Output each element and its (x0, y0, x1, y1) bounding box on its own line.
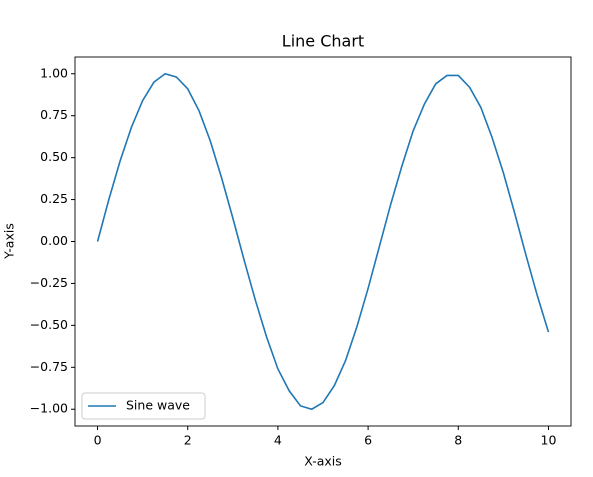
x-tick-label: 4 (274, 433, 282, 448)
y-tick-label: 1.00 (40, 65, 68, 80)
x-tick-label: 6 (364, 433, 372, 448)
x-axis-label: X-axis (304, 454, 342, 469)
y-tick-label: 0.50 (40, 149, 68, 164)
y-tick-label: −0.25 (30, 275, 68, 290)
y-tick-label: 0.00 (40, 233, 68, 248)
y-tick-label: 0.75 (40, 107, 68, 122)
plot-frame (74, 56, 572, 427)
y-axis-label: Y-axis (2, 223, 17, 260)
y-tick-label: 0.25 (40, 191, 68, 206)
x-tick-label: 2 (184, 433, 192, 448)
chart-title: Line Chart (282, 32, 364, 51)
line-series (96, 72, 550, 411)
legend-box (81, 392, 206, 420)
x-tick-label: 0 (94, 433, 102, 448)
y-tick-label: −0.75 (30, 359, 68, 374)
y-tick-label: −1.00 (30, 401, 68, 416)
legend-label: Sine wave (126, 398, 190, 413)
x-tick-label: 10 (541, 433, 557, 448)
y-tick-label: −0.50 (30, 317, 68, 332)
x-tick-label: 8 (454, 433, 462, 448)
